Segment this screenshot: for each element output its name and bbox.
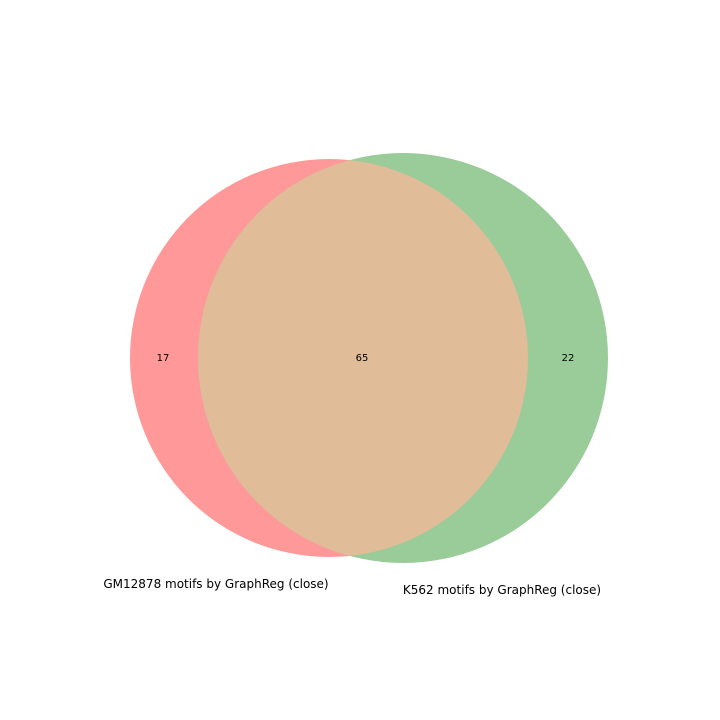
region-only-b-count: 22 — [562, 353, 575, 364]
region-intersection-count: 65 — [356, 353, 369, 364]
set-b-label: K562 motifs by GraphReg (close) — [403, 583, 601, 597]
region-only-a-count: 17 — [157, 353, 170, 364]
set-a-label: GM12878 motifs by GraphReg (close) — [103, 577, 328, 591]
